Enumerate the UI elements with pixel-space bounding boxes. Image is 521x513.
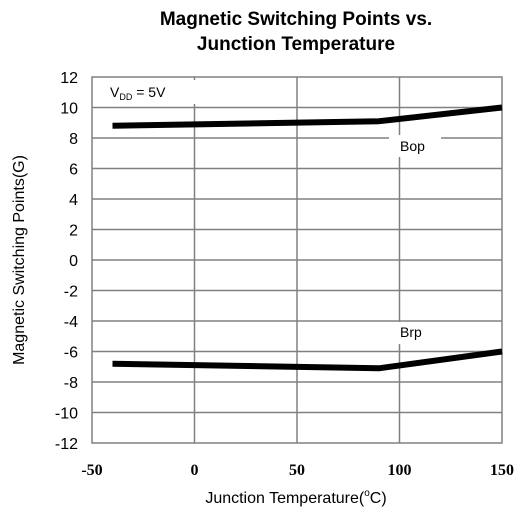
brp-label-box bbox=[389, 322, 441, 344]
plot-frame bbox=[91, 76, 503, 444]
y-tick-label: -2 bbox=[64, 284, 78, 301]
chart-title-line1: Magnetic Switching Points vs. bbox=[160, 9, 432, 30]
x-tick-label: 100 bbox=[388, 462, 412, 479]
y-tick-label: 10 bbox=[60, 101, 78, 118]
series-lines bbox=[112, 104, 503, 372]
chart-title-line2: Junction Temperature bbox=[197, 34, 395, 55]
y-tick-label: 6 bbox=[69, 162, 78, 179]
bop-label: Bop bbox=[400, 138, 425, 154]
x-axis-label: Junction Temperature(oC) bbox=[205, 488, 386, 507]
y-tick-label: 2 bbox=[69, 223, 78, 240]
y-tick-label: -12 bbox=[55, 436, 78, 453]
y-axis-label: Magnetic Switching Points(G) bbox=[11, 155, 28, 365]
vdd-annotation-box bbox=[105, 80, 200, 104]
y-tick-label: 4 bbox=[69, 192, 78, 209]
x-tick-label: 50 bbox=[289, 462, 305, 479]
x-tick-label: 150 bbox=[490, 462, 514, 479]
y-tick-label: -8 bbox=[64, 375, 78, 392]
y-tick-label: -4 bbox=[64, 314, 78, 331]
series-line-bop bbox=[112, 104, 503, 129]
x-tick-label: -50 bbox=[81, 462, 102, 479]
y-tick-label: -6 bbox=[64, 345, 78, 362]
y-tick-label: -10 bbox=[55, 406, 78, 423]
y-tick-label: 0 bbox=[69, 253, 78, 270]
y-tick-label: 8 bbox=[69, 131, 78, 148]
series-line-brp bbox=[112, 348, 503, 372]
brp-label: Brp bbox=[400, 324, 422, 340]
y-tick-labels: 12 10 8 6 4 2 0 -2 -4 -6 -8 -10 -12 bbox=[55, 70, 78, 453]
bop-label-box bbox=[389, 135, 441, 157]
grid bbox=[92, 77, 502, 443]
x-tick-label: 0 bbox=[191, 462, 199, 479]
y-tick-label: 12 bbox=[60, 70, 78, 87]
x-tick-labels: -50 0 50 100 150 bbox=[81, 462, 514, 479]
vdd-annotation: VDD = 5V bbox=[110, 84, 166, 102]
